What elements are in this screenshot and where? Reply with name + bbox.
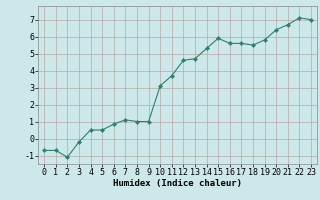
X-axis label: Humidex (Indice chaleur): Humidex (Indice chaleur) [113,179,242,188]
